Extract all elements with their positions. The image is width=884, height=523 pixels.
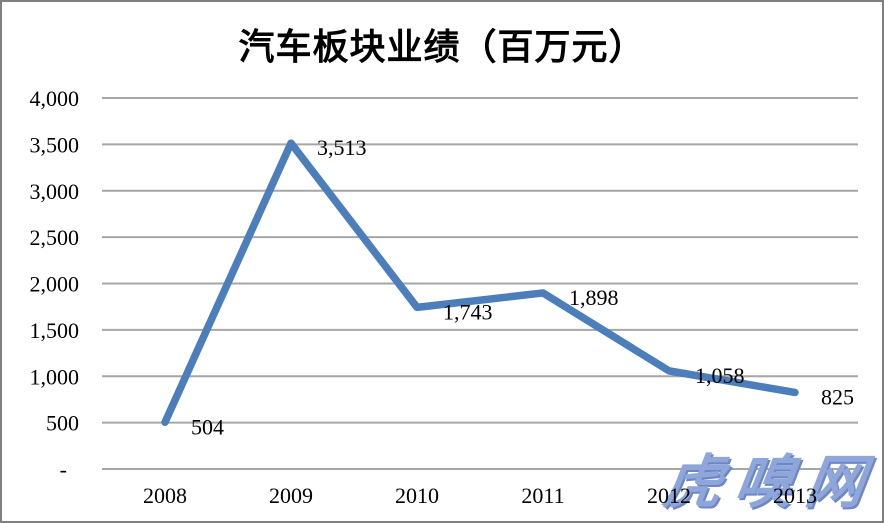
data-label: 504 — [191, 414, 224, 439]
y-axis-tick-label: - — [60, 457, 67, 482]
y-axis-tick-label: 3,500 — [30, 132, 80, 157]
y-axis-tick-label: 2,000 — [30, 272, 80, 297]
series-line — [161, 139, 799, 427]
y-axis-tick-label: 2,500 — [30, 225, 80, 250]
y-axis-tick-label: 500 — [46, 411, 79, 436]
data-label: 1,898 — [569, 285, 619, 310]
chart-title: 汽车板块业绩（百万元） — [238, 27, 646, 67]
data-label: 1,743 — [443, 299, 493, 324]
data-label: 3,513 — [317, 135, 367, 160]
y-axis-tick-label: 1,000 — [30, 364, 80, 389]
y-axis-tick-label: 1,500 — [30, 318, 80, 343]
data-label: 825 — [821, 384, 854, 409]
watermark-text: 虎嗅网 — [659, 450, 882, 515]
y-axis-tick-label: 4,000 — [30, 86, 80, 111]
y-axis-tick-label: 3,000 — [30, 179, 80, 204]
data-label: 1,058 — [695, 363, 745, 388]
